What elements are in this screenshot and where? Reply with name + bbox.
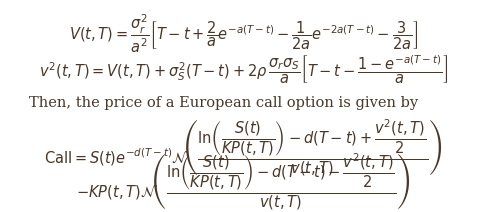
Text: Then, the price of a European call option is given by: Then, the price of a European call optio… [29, 96, 418, 110]
Text: $V(t,T) = \dfrac{\sigma_r^2}{a^2}\left[T - t + \dfrac{2}{a}e^{-a(T-t)} - \dfrac{: $V(t,T) = \dfrac{\sigma_r^2}{a^2}\left[T… [69, 13, 418, 55]
Text: $v^2(t,T) = V(t,T) + \sigma_S^2(T-t) + 2\rho\,\dfrac{\sigma_r\sigma_S}{a}\left[T: $v^2(t,T) = V(t,T) + \sigma_S^2(T-t) + 2… [39, 53, 448, 86]
Text: $- KP(t,T)\mathcal{N}\!\left(\dfrac{\ln\!\left(\dfrac{S(t)}{KP(t,T)}\right) - d(: $- KP(t,T)\mathcal{N}\!\left(\dfrac{\ln\… [76, 151, 411, 211]
Text: $\text{Call} = S(t)e^{-d(T-t)}\mathcal{N}\!\left(\dfrac{\ln\!\left(\dfrac{S(t)}{: $\text{Call} = S(t)e^{-d(T-t)}\mathcal{N… [44, 117, 442, 177]
